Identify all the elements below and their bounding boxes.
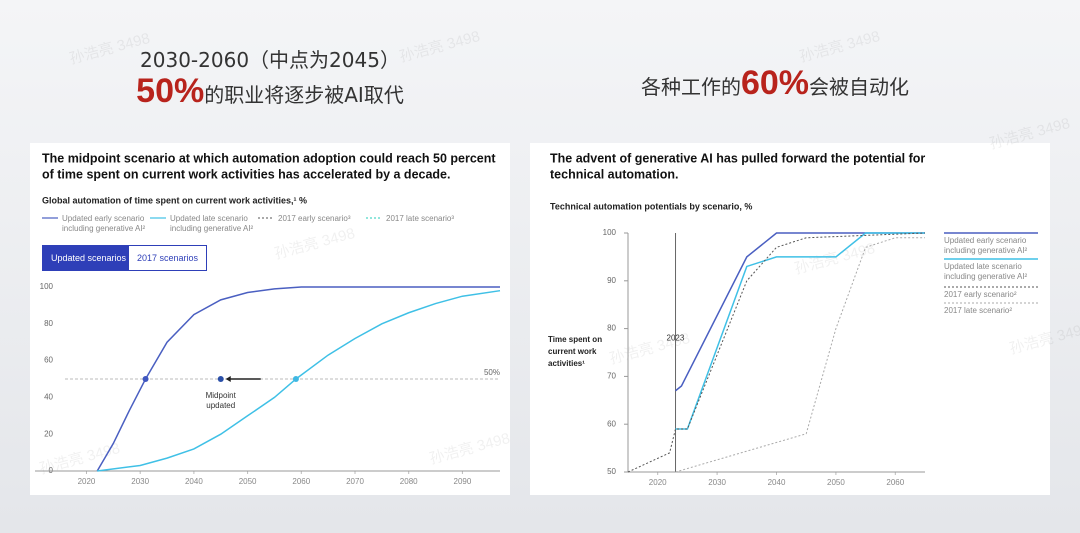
x-tick-label: 2030 [131, 477, 149, 486]
card [530, 143, 1050, 495]
annotation: Midpoint updated [205, 391, 236, 410]
x-tick-label: 2090 [454, 477, 472, 486]
series-line [96, 286, 500, 472]
x-tick-label: 2050 [827, 478, 845, 487]
y-tick-label: 80 [607, 324, 616, 333]
x-tick-label: 2070 [346, 477, 364, 486]
legend-label: Updated early scenario including generat… [62, 214, 146, 233]
card [30, 143, 510, 495]
x-tick-label: 2040 [768, 478, 786, 487]
x-tick-label: 2040 [185, 477, 203, 486]
x-tick-label: 2020 [649, 478, 667, 487]
legend-label: 2017 late scenario² [944, 306, 1013, 315]
watermark: 孙浩亮 3498 [398, 28, 482, 66]
arrow-head [225, 376, 231, 382]
toggle-button[interactable]: Updated scenarios [42, 245, 136, 271]
chart-title: The advent of generative AI has pulled f… [550, 151, 925, 165]
highlight: 60% [740, 64, 810, 102]
marker-label: 2023 [667, 333, 685, 342]
watermark: 孙浩亮 3498 [798, 28, 882, 66]
legend-label: 2017 late scenario³ [386, 214, 455, 223]
midpoint-dot [142, 376, 149, 382]
right-line: 各种工作的60%会被自动化 [600, 64, 950, 103]
series-line [675, 237, 925, 473]
x-tick-label: 2020 [78, 477, 96, 486]
watermark: 孙浩亮 3498 [68, 30, 152, 68]
reference-label: 50% [484, 368, 500, 377]
y-tick-label: 80 [44, 319, 53, 328]
legend-label: Updated early scenario including generat… [944, 236, 1028, 255]
toggle-button[interactable]: 2017 scenarios [128, 245, 208, 271]
midpoint-dot [292, 376, 299, 382]
x-tick-label: 2060 [886, 478, 904, 487]
series-line [627, 232, 926, 473]
right-pre: 各种工作的 [640, 75, 741, 99]
legend-label: 2017 early scenario² [944, 290, 1017, 299]
legend-label: Updated late scenario including generati… [170, 214, 254, 233]
y-tick-label: 40 [44, 393, 53, 402]
chart-subtitle: Technical automation potentials by scena… [550, 201, 752, 211]
y-tick-label: 100 [603, 228, 617, 237]
y-tick-label: 100 [40, 282, 54, 291]
y-tick-label: 70 [607, 372, 616, 381]
y-tick-label: 60 [607, 419, 616, 428]
chart-title: The midpoint scenario at which automatio… [42, 151, 496, 165]
x-tick-label: 2080 [400, 477, 418, 486]
chart-title: of time spent on current work activities… [42, 167, 450, 181]
left-heading: 2030-2060（中点为2045） [140, 48, 400, 72]
left-tail: 的职业将逐步被AI取代 [204, 83, 404, 107]
midpoint-dot [217, 376, 224, 382]
y-tick-label: 50 [607, 467, 616, 476]
left-line: 50%的职业将逐步被AI取代 [100, 72, 440, 111]
y-axis-label: Time spent on current work activities¹ [548, 335, 603, 368]
highlight: 50% [136, 72, 205, 110]
x-tick-label: 2060 [292, 477, 310, 486]
y-tick-label: 90 [607, 276, 616, 285]
y-tick-label: 60 [44, 356, 53, 365]
y-tick-label: 20 [44, 429, 53, 438]
chart-title: technical automation. [550, 167, 679, 181]
x-tick-label: 2050 [239, 477, 257, 486]
legend-label: 2017 early scenario³ [278, 214, 351, 223]
right-tail: 会被自动化 [809, 75, 910, 99]
legend-label: Updated late scenario including generati… [944, 262, 1028, 281]
series-line [675, 232, 925, 392]
series-line [675, 232, 925, 430]
x-tick-label: 2030 [708, 478, 726, 487]
chart-subtitle: Global automation of time spent on curre… [42, 195, 307, 205]
